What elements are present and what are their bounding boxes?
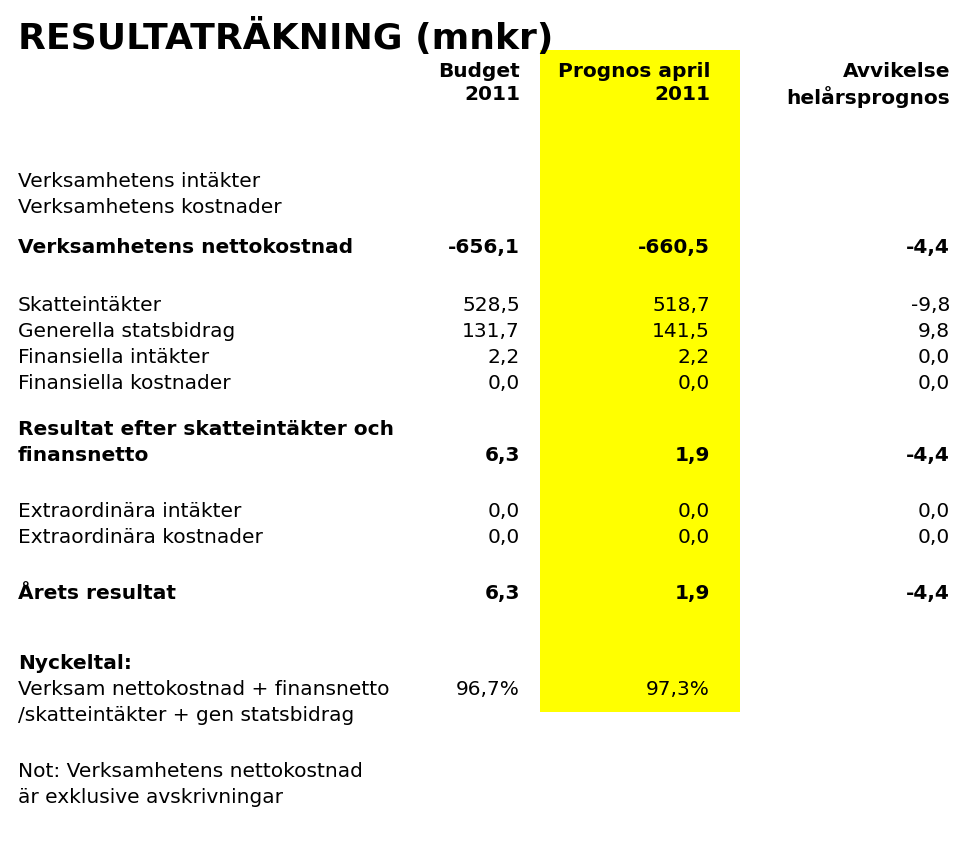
- Text: Skatteintäkter: Skatteintäkter: [18, 296, 162, 315]
- Text: 1,9: 1,9: [675, 584, 710, 603]
- Text: Verksamhetens nettokostnad: Verksamhetens nettokostnad: [18, 238, 353, 257]
- Text: Verksam nettokostnad + finansnetto: Verksam nettokostnad + finansnetto: [18, 680, 390, 699]
- Text: RESULTATRÄKNING (mnkr): RESULTATRÄKNING (mnkr): [18, 18, 553, 56]
- Text: 9,8: 9,8: [918, 322, 950, 341]
- Text: 0,0: 0,0: [918, 374, 950, 393]
- Text: 1,9: 1,9: [675, 446, 710, 465]
- Text: 2,2: 2,2: [488, 348, 520, 367]
- Text: 0,0: 0,0: [678, 528, 710, 547]
- Text: 528,5: 528,5: [463, 296, 520, 315]
- Text: Resultat efter skatteintäkter och: Resultat efter skatteintäkter och: [18, 420, 394, 439]
- Text: Budget
2011: Budget 2011: [439, 62, 520, 104]
- Text: -9,8: -9,8: [911, 296, 950, 315]
- Text: 0,0: 0,0: [488, 528, 520, 547]
- Text: 141,5: 141,5: [652, 322, 710, 341]
- Text: Verksamhetens kostnader: Verksamhetens kostnader: [18, 198, 281, 217]
- Text: Prognos april
2011: Prognos april 2011: [558, 62, 710, 104]
- Text: Generella statsbidrag: Generella statsbidrag: [18, 322, 235, 341]
- Text: Finansiella kostnader: Finansiella kostnader: [18, 374, 230, 393]
- Text: 6,3: 6,3: [485, 584, 520, 603]
- Text: 131,7: 131,7: [463, 322, 520, 341]
- Text: Extraordinära intäkter: Extraordinära intäkter: [18, 502, 241, 521]
- Text: 6,3: 6,3: [485, 446, 520, 465]
- Text: -4,4: -4,4: [906, 238, 950, 257]
- Text: Extraordinära kostnader: Extraordinära kostnader: [18, 528, 263, 547]
- Text: -656,1: -656,1: [448, 238, 520, 257]
- Bar: [540, 50, 740, 712]
- Text: finansnetto: finansnetto: [18, 446, 150, 465]
- Text: Årets resultat: Årets resultat: [18, 584, 176, 603]
- Text: 97,3%: 97,3%: [646, 680, 710, 699]
- Text: är exklusive avskrivningar: är exklusive avskrivningar: [18, 788, 283, 807]
- Text: 0,0: 0,0: [918, 502, 950, 521]
- Text: -660,5: -660,5: [638, 238, 710, 257]
- Text: Nyckeltal:: Nyckeltal:: [18, 654, 132, 673]
- Text: 0,0: 0,0: [918, 348, 950, 367]
- Text: Finansiella intäkter: Finansiella intäkter: [18, 348, 209, 367]
- Text: 0,0: 0,0: [488, 502, 520, 521]
- Text: Verksamhetens intäkter: Verksamhetens intäkter: [18, 172, 260, 191]
- Text: 518,7: 518,7: [652, 296, 710, 315]
- Text: 0,0: 0,0: [918, 528, 950, 547]
- Text: 0,0: 0,0: [678, 502, 710, 521]
- Text: -4,4: -4,4: [906, 584, 950, 603]
- Text: Not: Verksamhetens nettokostnad: Not: Verksamhetens nettokostnad: [18, 762, 363, 781]
- Text: -4,4: -4,4: [906, 446, 950, 465]
- Text: 0,0: 0,0: [678, 374, 710, 393]
- Text: 0,0: 0,0: [488, 374, 520, 393]
- Text: Avvikelse
helårsprognos: Avvikelse helårsprognos: [786, 62, 950, 108]
- Text: /skatteintäkter + gen statsbidrag: /skatteintäkter + gen statsbidrag: [18, 706, 354, 725]
- Text: 2,2: 2,2: [678, 348, 710, 367]
- Text: 96,7%: 96,7%: [456, 680, 520, 699]
